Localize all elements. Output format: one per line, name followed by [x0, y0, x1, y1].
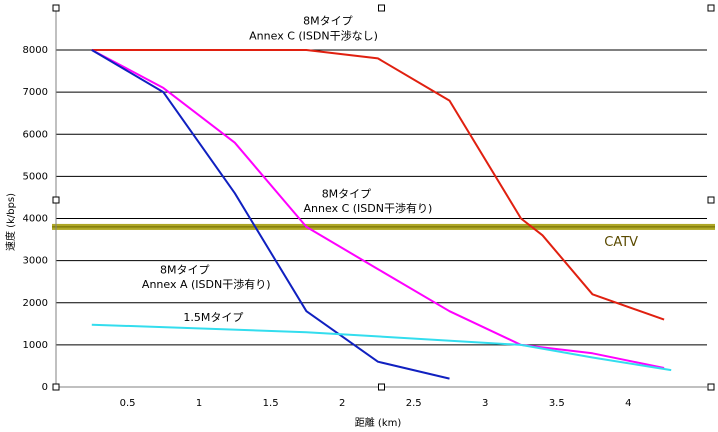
- y-tick-label: 5000: [23, 171, 48, 182]
- catv-label: CATV: [604, 235, 638, 250]
- y-tick-label: 4000: [23, 214, 48, 225]
- resize-handle[interactable]: [707, 383, 715, 391]
- resize-handle[interactable]: [378, 383, 385, 391]
- axes: [55, 8, 707, 388]
- x-tick-label: 3: [482, 398, 488, 409]
- x-tick-label: 1: [196, 398, 202, 409]
- series-annotation: 8Mタイプ: [322, 187, 372, 200]
- series-annotation: Annex A (ISDN干渉有り): [142, 277, 271, 291]
- x-tick-label: 2: [339, 398, 345, 409]
- series-line-1: [91, 49, 665, 321]
- resize-handle[interactable]: [378, 4, 385, 12]
- selection-handles[interactable]: [52, 4, 715, 391]
- series-line-2: [91, 49, 665, 369]
- resize-handle[interactable]: [52, 4, 60, 12]
- x-tick-label: 0.5: [120, 398, 136, 409]
- x-tick-label: 2.5: [406, 398, 422, 409]
- series-annotation: Annex C (ISDN干渉なし): [249, 28, 378, 42]
- series-annotation: 8Mタイプ: [303, 15, 353, 28]
- resize-handle[interactable]: [707, 4, 715, 12]
- y-tick-label: 8000: [23, 45, 48, 56]
- y-tick-label: 0: [42, 382, 48, 393]
- series-line-4: [91, 323, 672, 372]
- x-tick-label: 3.5: [549, 398, 565, 409]
- y-tick-label: 3000: [23, 256, 48, 267]
- resize-handle[interactable]: [707, 196, 715, 204]
- series-group: [91, 49, 672, 380]
- y-tick-labels: 0 1000 2000 3000 4000 5000 6000 7000 8000: [23, 45, 48, 393]
- y-tick-label: 7000: [23, 87, 48, 98]
- y-tick-label: 1000: [23, 340, 48, 351]
- y-tick-label: 2000: [23, 298, 48, 309]
- series-annotation: 8Mタイプ: [160, 263, 210, 276]
- y-axis-label: 速度 (k/bps): [4, 193, 17, 251]
- x-tick-labels: 0.5 1 1.5 2 2.5 3 3.5 4: [120, 398, 632, 409]
- x-tick-label: 4: [625, 398, 631, 409]
- y-tick-label: 6000: [23, 129, 48, 140]
- series-line-3: [91, 49, 450, 380]
- series-annotation: 1.5Mタイプ: [183, 311, 243, 324]
- resize-handle[interactable]: [52, 383, 60, 391]
- series-annotation: Annex C (ISDN干渉有り): [304, 201, 433, 215]
- x-tick-label: 1.5: [263, 398, 279, 409]
- catv-reference: CATV: [52, 223, 715, 250]
- resize-handle[interactable]: [52, 196, 60, 204]
- x-axis-label: 距離 (km): [355, 416, 402, 429]
